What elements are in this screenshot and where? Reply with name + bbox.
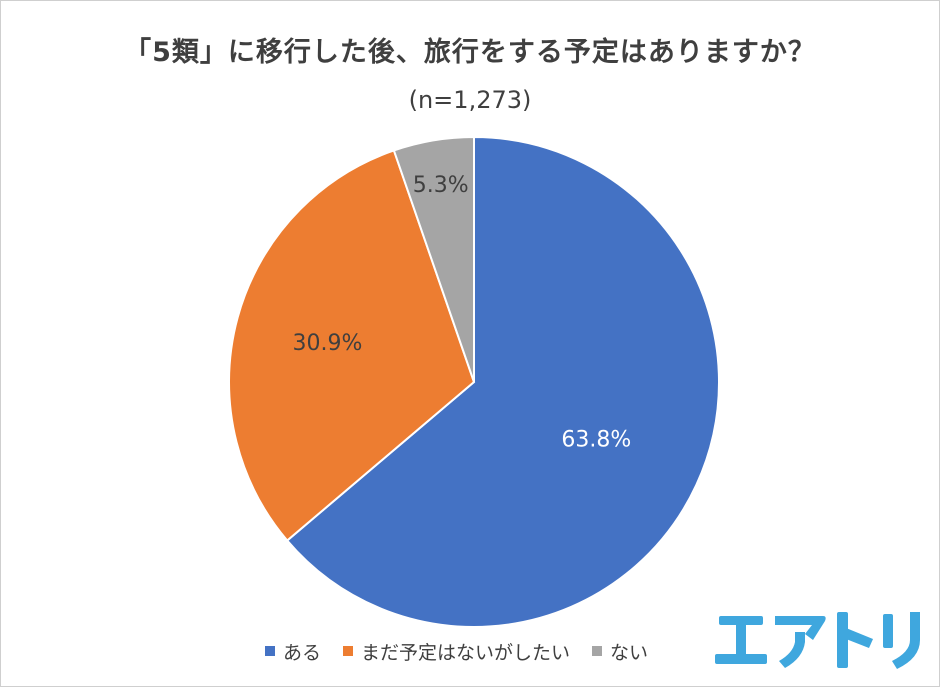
legend-item: まだ予定はないがしたい [343,638,570,665]
legend-swatch [265,646,275,656]
legend-label: ある [283,641,322,664]
legend-label: まだ予定はないがしたい [361,641,571,664]
pie-slices [228,135,720,628]
data-label-aru: 63.8% [561,428,631,453]
legend-swatch [592,646,603,656]
pie-slice-mada [228,149,476,542]
airtrip-logo [715,612,920,669]
legend-label: ない [610,641,649,664]
chart-title: 「5類」に移行した後、旅行をする予定はありますか？ [124,37,816,68]
chart-subtitle: (n=1,273) [408,86,532,114]
legend: ある まだ予定はないがしたい ない [265,637,670,665]
legend-item: ある [265,638,321,665]
pie-slice-aru [285,135,720,628]
pie-data-labels: 63.8% 30.9% 5.3% [293,173,632,453]
data-label-mada: 30.9% [293,331,363,356]
data-label-nai: 5.3% [413,173,469,198]
legend-item: ない [592,638,648,665]
pie-slice-nai [392,135,475,383]
legend-swatch [343,646,354,656]
